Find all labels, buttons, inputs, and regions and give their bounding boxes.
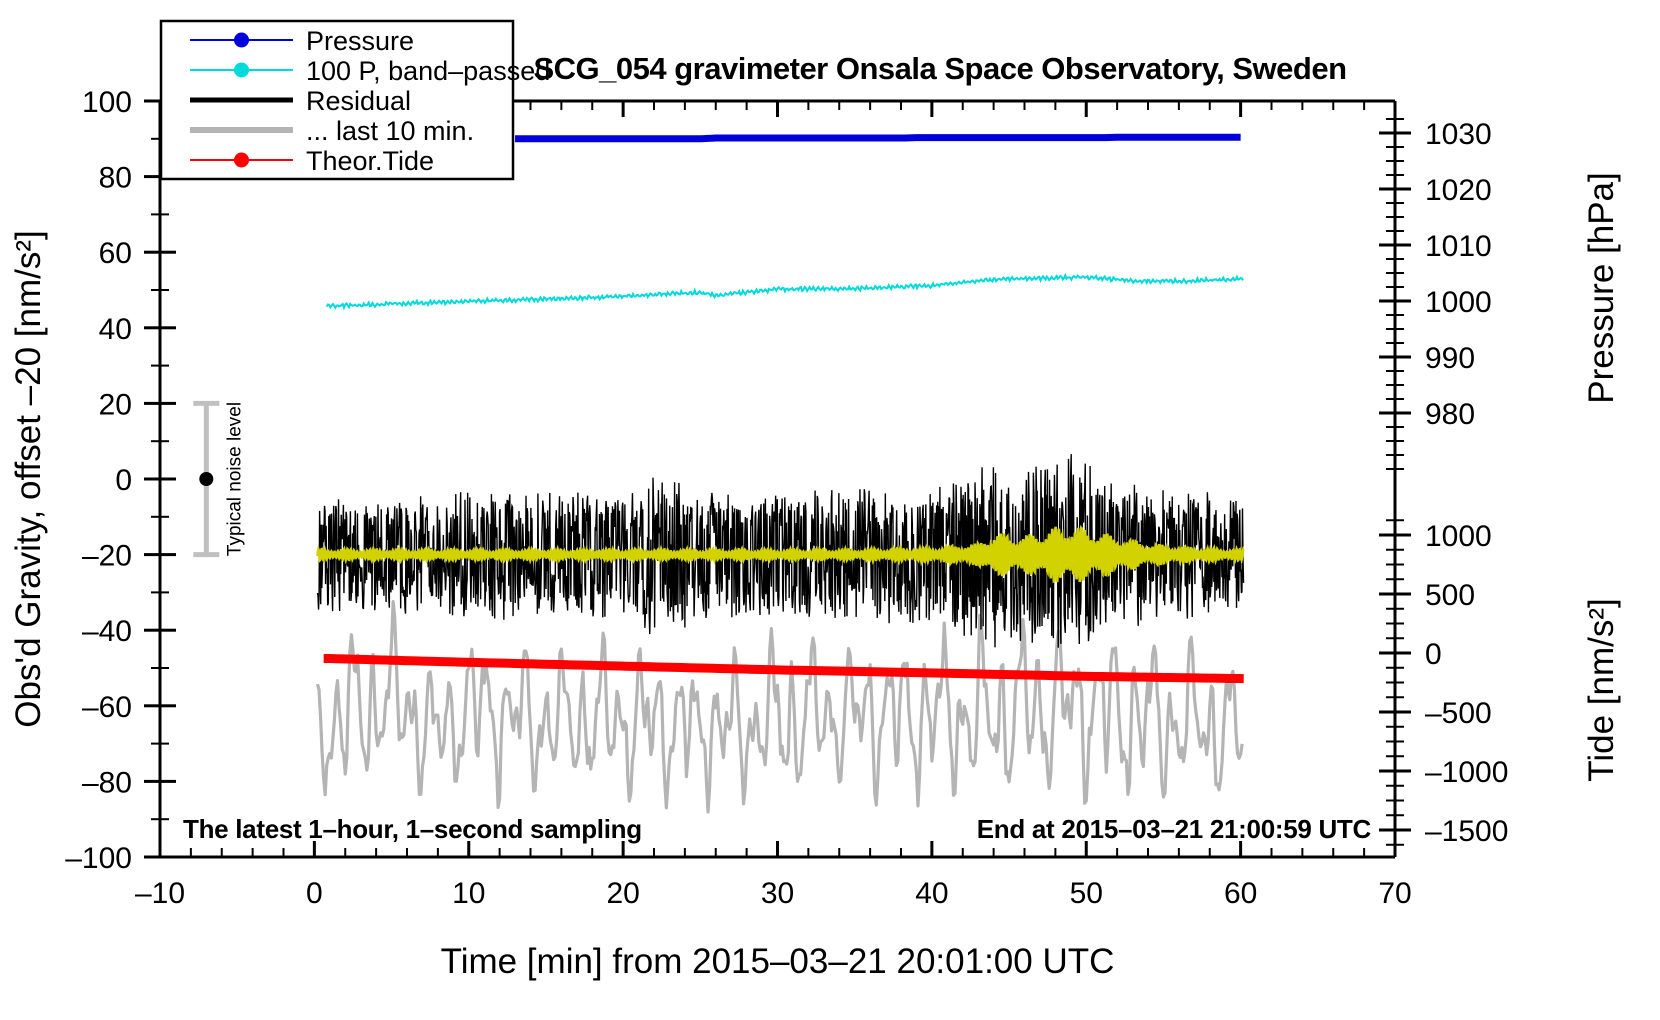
y-right-tide-tick-label: –1000 <box>1425 756 1508 789</box>
y-right-pressure-tick-label: 980 <box>1425 398 1475 431</box>
legend-item-label: 100 P, band–passed <box>306 56 550 86</box>
legend-item-1[interactable]: Pressure <box>190 26 414 56</box>
y-left-tick-label: 60 <box>99 237 132 270</box>
legend-swatch-marker <box>234 152 249 168</box>
y-right-tide-tick-label: 1000 <box>1425 520 1492 553</box>
legend-item-label: Theor.Tide <box>306 146 434 176</box>
trace-last-10-min <box>315 599 1244 814</box>
noise-center-dot <box>199 472 214 486</box>
legend-item-4[interactable]: ... last 10 min. <box>190 116 474 146</box>
x-axis-title: Time [min] from 2015–03–21 20:01:00 UTC <box>441 942 1115 981</box>
y-left-tick-label: –100 <box>65 842 132 875</box>
y-left-tick-label: –80 <box>82 766 132 799</box>
trace-theor-tide <box>323 654 1244 684</box>
y-left-tick-label: –40 <box>82 615 132 648</box>
y-right-pressure-axis-title: Pressure [hPa] <box>1582 172 1621 404</box>
legend-swatch-marker <box>234 32 249 48</box>
trace-residual-filtered <box>316 524 1245 584</box>
x-tick-label: 20 <box>606 877 639 910</box>
x-tick-label: 10 <box>452 877 485 910</box>
x-tick-label: 30 <box>761 877 794 910</box>
y-left-tick-label: 80 <box>99 162 132 195</box>
x-tick-label: 40 <box>915 877 948 910</box>
data-traces-group <box>315 133 1245 814</box>
y-right-tide-tick-label: –500 <box>1425 697 1492 730</box>
legend-item-3[interactable]: Residual <box>190 86 411 116</box>
legend-item-2[interactable]: 100 P, band–passed <box>190 56 550 86</box>
x-tick-label: 50 <box>1070 877 1103 910</box>
y-right-pressure-tick-label: 1020 <box>1425 174 1492 207</box>
noise-level-label: Typical noise level <box>224 402 245 556</box>
y-right-tide-tick-label: 500 <box>1425 579 1475 612</box>
annotation-end-time: End at 2015–03–21 21:00:59 UTC <box>977 814 1372 844</box>
y-left-tick-label: 100 <box>82 86 132 119</box>
y-right-pressure-tick-label: 990 <box>1425 342 1475 375</box>
y-left-axis-title: Obs'd Gravity, offset –20 [nm/s²] <box>9 230 48 728</box>
axes-group <box>144 99 1411 859</box>
legend-swatch-marker <box>234 62 249 78</box>
y-left-tick-label: 0 <box>115 464 132 497</box>
annotation-sampling-note: The latest 1–hour, 1–second sampling <box>183 814 642 844</box>
y-right-tide-tick-label: 0 <box>1425 638 1442 671</box>
trace-pressure <box>515 133 1241 143</box>
trace-residual <box>316 454 1245 648</box>
legend-item-label: ... last 10 min. <box>306 116 474 146</box>
x-tick-label: 70 <box>1378 877 1411 910</box>
y-left-tick-label: 20 <box>99 388 132 421</box>
y-right-pressure-tick-label: 1030 <box>1425 118 1492 151</box>
noise-level-marker: Typical noise level <box>193 400 245 558</box>
y-left-tick-label: 40 <box>99 313 132 346</box>
annotations-group: The latest 1–hour, 1–second sampling End … <box>183 814 1372 844</box>
y-left-tick-label: –60 <box>82 691 132 724</box>
trace-band-passed-pressure <box>325 272 1244 311</box>
legend-item-5[interactable]: Theor.Tide <box>190 146 434 176</box>
x-tick-label: 0 <box>306 877 323 910</box>
y-right-pressure-tick-label: 1010 <box>1425 230 1492 263</box>
x-tick-label: –10 <box>135 877 185 910</box>
page-title: SCG_054 gravimeter Onsala Space Observat… <box>533 51 1346 86</box>
legend-item-label: Residual <box>306 86 411 116</box>
x-tick-label: 60 <box>1224 877 1257 910</box>
y-right-pressure-tick-label: 1000 <box>1425 286 1492 319</box>
y-right-tide-axis-title: Tide [nm/s²] <box>1582 598 1621 781</box>
y-left-tick-label: –20 <box>82 540 132 573</box>
y-right-tide-tick-label: –1500 <box>1425 815 1508 848</box>
legend-item-label: Pressure <box>306 26 414 56</box>
